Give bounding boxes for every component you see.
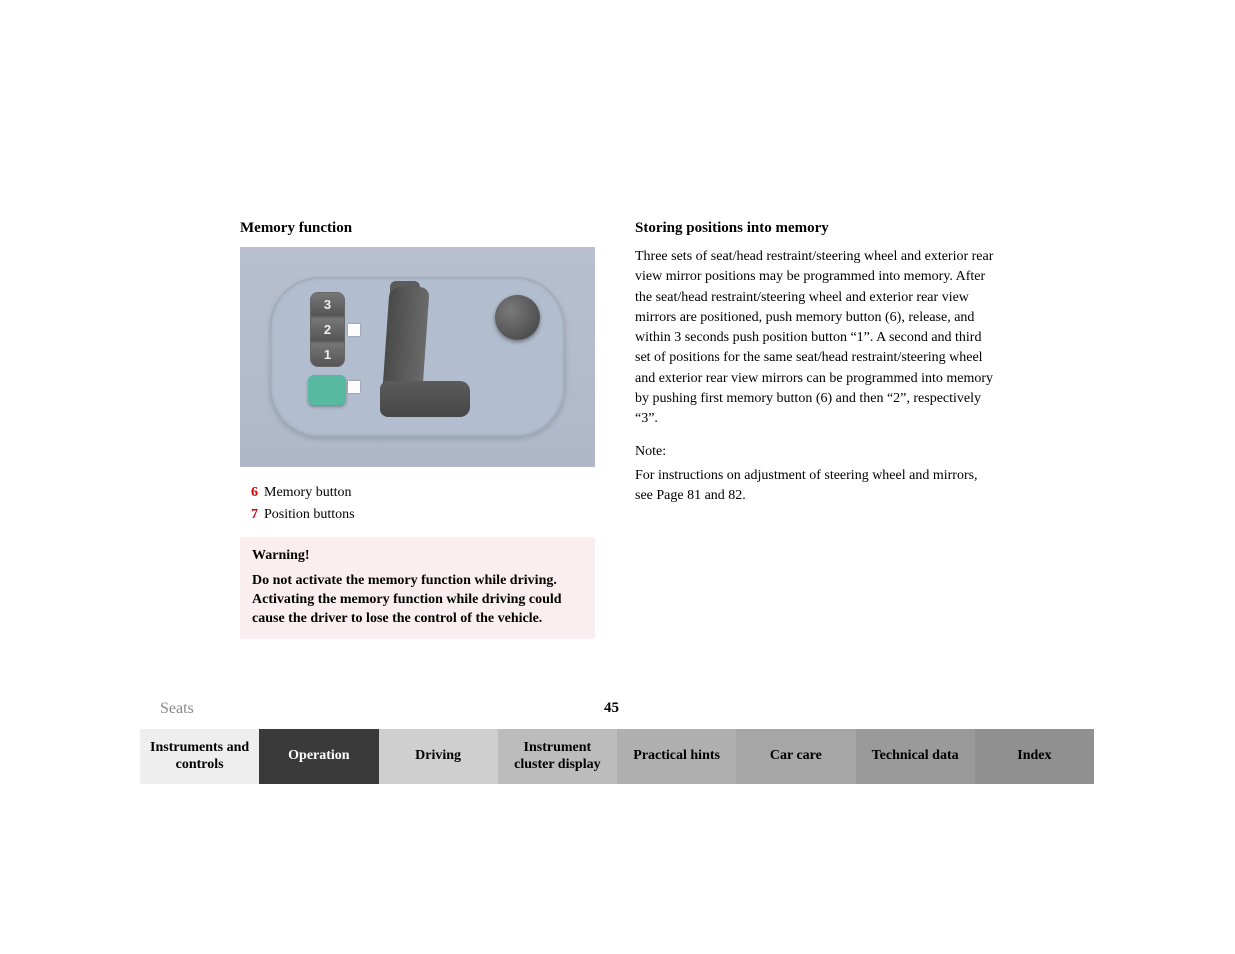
callout-indicator-6: [348, 381, 360, 393]
seat-graphic: [380, 287, 480, 417]
storing-body: Three sets of seat/head restraint/steeri…: [635, 247, 995, 430]
memory-button-graphic: [308, 375, 346, 405]
note-label: Note:: [635, 444, 995, 460]
warning-title: Warning!: [252, 547, 583, 566]
tab-bar: Instruments and controls Operation Drivi…: [140, 729, 1094, 784]
tab-label: Operation: [288, 748, 349, 765]
callout-indicator-7: [348, 324, 360, 336]
warning-box: Warning! Do not activate the memory func…: [240, 537, 595, 639]
tab-label: Instrument cluster display: [504, 740, 611, 774]
warning-body: Do not activate the memory function whil…: [252, 572, 583, 629]
legend-item-7: 7 Position buttons: [240, 507, 595, 523]
tab-index[interactable]: Index: [975, 729, 1094, 784]
legend-label: Memory button: [264, 485, 352, 500]
seat-base-icon: [380, 381, 470, 417]
tab-label: Index: [1017, 748, 1051, 765]
legend-label: Position buttons: [264, 507, 355, 522]
left-heading: Memory function: [240, 220, 595, 237]
position-button-stack: 3 2 1: [310, 292, 345, 367]
tab-label: Instruments and controls: [146, 740, 253, 774]
tab-instruments-controls[interactable]: Instruments and controls: [140, 729, 259, 784]
left-column: Memory function 3 2 1 6 Memory button 7 Po…: [240, 220, 595, 639]
section-label: Seats: [160, 700, 194, 718]
tab-practical-hints[interactable]: Practical hints: [617, 729, 736, 784]
seat-back-icon: [382, 287, 429, 392]
tab-label: Car care: [770, 748, 822, 765]
page-number: 45: [604, 700, 619, 717]
position-button-1: 1: [310, 342, 345, 367]
seat-memory-diagram: 3 2 1: [240, 247, 595, 467]
position-button-3: 3: [310, 292, 345, 317]
legend-item-6: 6 Memory button: [240, 485, 595, 501]
page-content: Memory function 3 2 1 6 Memory button 7 Po…: [240, 220, 1000, 639]
legend-num: 6: [240, 485, 258, 501]
adjust-knob-icon: [495, 295, 540, 340]
tab-instrument-cluster[interactable]: Instrument cluster display: [498, 729, 617, 784]
right-column: Storing positions into memory Three sets…: [635, 220, 995, 639]
tab-operation[interactable]: Operation: [259, 729, 378, 784]
note-body: For instructions on adjustment of steeri…: [635, 466, 995, 507]
tab-label: Technical data: [872, 748, 959, 765]
position-button-2: 2: [310, 317, 345, 342]
right-heading: Storing positions into memory: [635, 220, 995, 237]
tab-driving[interactable]: Driving: [379, 729, 498, 784]
tab-car-care[interactable]: Car care: [736, 729, 855, 784]
tab-label: Practical hints: [633, 748, 720, 765]
tab-technical-data[interactable]: Technical data: [856, 729, 975, 784]
tab-label: Driving: [415, 748, 461, 765]
legend-num: 7: [240, 507, 258, 523]
